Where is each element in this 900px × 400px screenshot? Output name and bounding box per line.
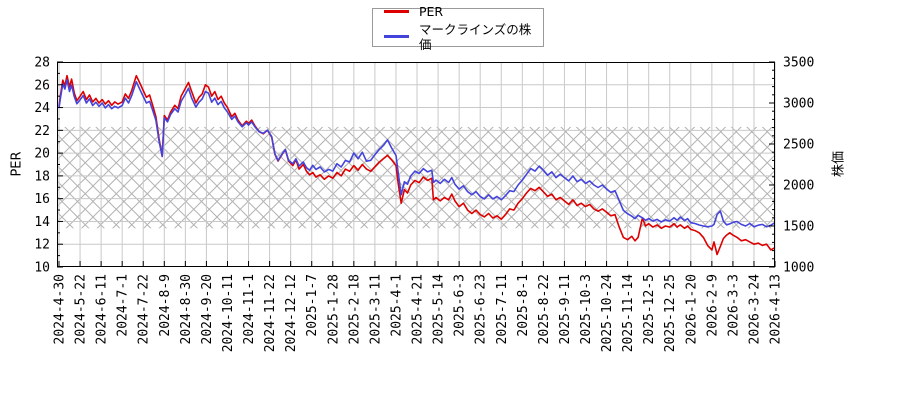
x-tick-label: 2025-1-7 bbox=[305, 274, 320, 337]
x-tick-label: 2025-2-18 bbox=[347, 274, 362, 344]
x-tick-label: 2025-8-1 bbox=[516, 274, 531, 337]
x-tick-label: 2026-3-3 bbox=[726, 274, 741, 337]
x-tick-label: 2024-8-30 bbox=[179, 274, 194, 344]
y-axis-title-right: 株価 bbox=[831, 150, 847, 178]
y-left-tick-label: 22 bbox=[34, 124, 50, 139]
x-tick-label: 2025-4-1 bbox=[389, 274, 404, 337]
tick-labels: 10 12 14 16 18 20 22 24 26 28 1000 1500 2000 2500 3000… bbox=[34, 56, 814, 353]
x-tick-label: 2026-4-13 bbox=[769, 274, 784, 344]
x-tick-label: 2025-10-24 bbox=[600, 274, 615, 352]
x-tick-label: 2024-4-30 bbox=[53, 274, 68, 344]
x-tick-label: 2024-6-11 bbox=[95, 274, 110, 344]
x-tick-label: 2024-9-20 bbox=[200, 274, 215, 344]
x-tick-label: 2024-7-22 bbox=[137, 274, 152, 344]
y-right-tick-label: 1000 bbox=[783, 261, 814, 276]
y-right-tick-label: 3000 bbox=[783, 97, 814, 112]
x-tick-label: 2024-8-9 bbox=[158, 274, 173, 337]
per-valuation-band bbox=[57, 126, 775, 229]
x-tick-label: 2024-11-1 bbox=[242, 274, 257, 344]
x-tick-label: 2025-8-22 bbox=[537, 274, 552, 344]
x-tick-label: 2025-12-25 bbox=[663, 274, 678, 352]
stock-price-line-swatch bbox=[384, 35, 409, 38]
x-tick-label: 2026-3-24 bbox=[747, 274, 762, 345]
x-tick-label: 2025-6-3 bbox=[453, 274, 468, 337]
x-tick-label: 2025-10-3 bbox=[579, 274, 594, 344]
y-left-tick-label: 14 bbox=[34, 215, 50, 230]
x-tick-label: 2025-3-11 bbox=[368, 274, 383, 344]
x-tick-label: 2025-12-5 bbox=[642, 274, 657, 344]
y-left-tick-label: 28 bbox=[34, 56, 50, 71]
x-tick-label: 2024-11-22 bbox=[263, 274, 278, 352]
y-right-tick-label: 2000 bbox=[783, 179, 814, 194]
y-left-tick-label: 26 bbox=[34, 78, 50, 93]
axis-ticks bbox=[57, 61, 776, 268]
x-tick-label: 2025-11-14 bbox=[621, 274, 636, 352]
x-tick-label: 2024-7-1 bbox=[116, 274, 131, 337]
legend-label-stock-price: マークラインズの株価 bbox=[419, 21, 532, 52]
y-axis-title-left: PER bbox=[9, 151, 25, 177]
x-tick-label: 2025-7-11 bbox=[495, 274, 510, 344]
y-left-tick-label: 18 bbox=[34, 169, 50, 184]
y-left-tick-label: 24 bbox=[34, 101, 50, 116]
x-tick-label: 2026-2-9 bbox=[705, 274, 720, 337]
legend-item-stock-price: マークラインズの株価 bbox=[384, 22, 543, 52]
legend-item-per: PER bbox=[384, 4, 543, 19]
stock-price-line bbox=[58, 79, 775, 228]
x-tick-label: 2025-1-28 bbox=[326, 274, 341, 344]
x-tick-label: 2026-1-20 bbox=[684, 274, 699, 344]
y-right-tick-label: 3500 bbox=[783, 56, 814, 71]
x-tick-label: 2024-5-22 bbox=[74, 274, 89, 344]
legend-label-per: PER bbox=[419, 3, 444, 19]
y-left-tick-label: 20 bbox=[34, 147, 50, 162]
x-tick-label: 2024-10-11 bbox=[221, 274, 236, 352]
y-left-tick-label: 16 bbox=[34, 192, 50, 207]
y-left-tick-label: 10 bbox=[34, 261, 50, 276]
gridlines bbox=[57, 62, 776, 267]
x-tick-label: 2024-12-12 bbox=[284, 274, 299, 352]
per-line-swatch bbox=[384, 9, 409, 13]
x-tick-label: 2025-4-21 bbox=[411, 274, 426, 344]
y-right-tick-label: 2500 bbox=[783, 138, 814, 153]
y-left-tick-label: 12 bbox=[34, 238, 50, 253]
x-tick-label: 2025-9-11 bbox=[558, 274, 573, 344]
y-right-tick-label: 1500 bbox=[783, 220, 814, 235]
x-tick-label: 2025-5-14 bbox=[432, 274, 447, 345]
legend: PER マークラインズの株価 bbox=[372, 4, 544, 52]
x-tick-label: 2025-6-23 bbox=[474, 274, 489, 344]
